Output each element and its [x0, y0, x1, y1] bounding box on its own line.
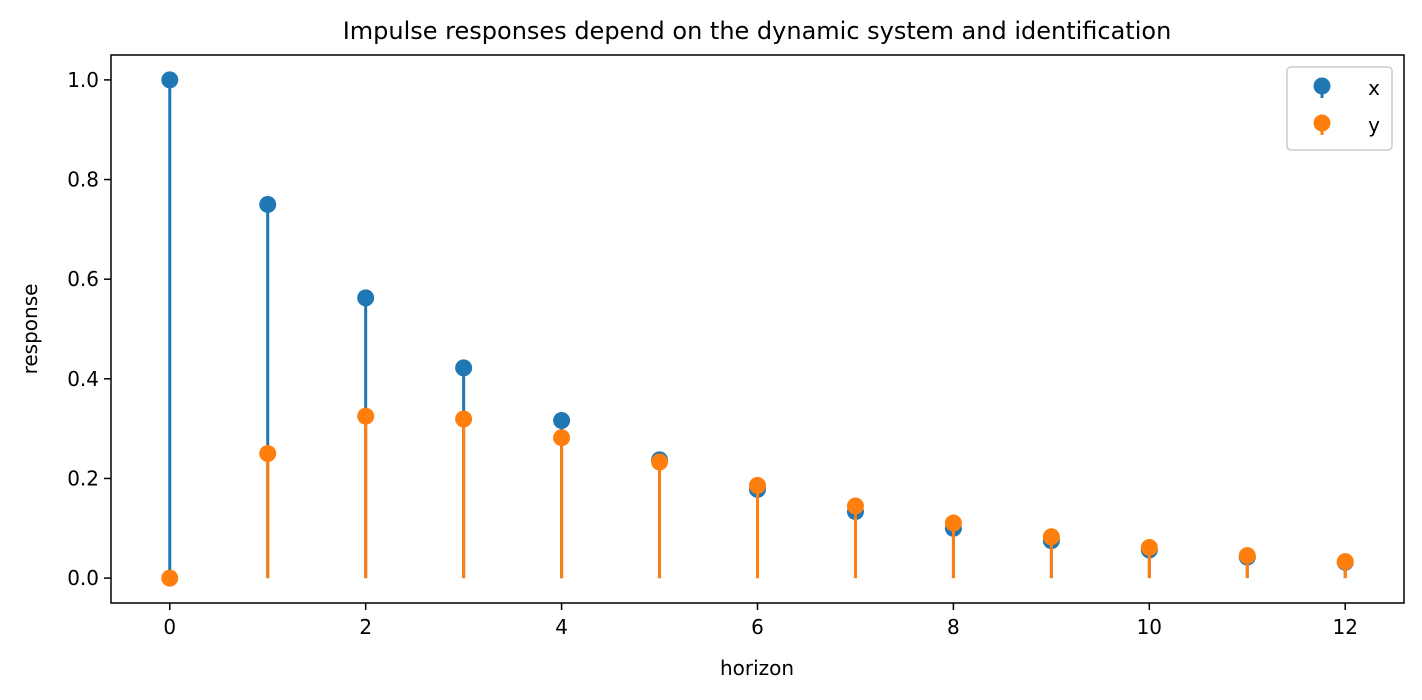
- legend-marker-x: [1313, 77, 1331, 95]
- y-tick-label-0.4: 0.4: [67, 367, 99, 391]
- axis-ticks: 0 2 4 6 8 10 12 0.0 0.2 0.4 0.6 0.8 1.0: [67, 68, 1358, 639]
- legend-box: [1286, 66, 1393, 151]
- point-y-9: [1042, 528, 1060, 546]
- point-y-0: [161, 569, 179, 587]
- plot-area: [161, 71, 1354, 587]
- point-x-0: [161, 71, 179, 89]
- point-y-2: [357, 407, 375, 425]
- y-tick-label-0.2: 0.2: [67, 466, 99, 490]
- y-tick-label-0.6: 0.6: [67, 267, 99, 291]
- point-y-1: [259, 445, 277, 463]
- y-axis-title: response: [18, 284, 42, 375]
- legend-entry-y: y: [1313, 113, 1380, 137]
- x-tick-label-10: 10: [1137, 615, 1162, 639]
- chart-title: Impulse responses depend on the dynamic …: [343, 17, 1172, 45]
- point-y-11: [1238, 547, 1256, 565]
- point-y-10: [1140, 538, 1158, 556]
- x-tick-label-12: 12: [1333, 615, 1358, 639]
- legend-entry-x: x: [1313, 76, 1380, 100]
- point-x-2: [357, 289, 375, 307]
- x-tick-label-8: 8: [947, 615, 960, 639]
- series-y: [161, 407, 1354, 587]
- point-y-5: [651, 453, 669, 471]
- legend-label-x: x: [1368, 76, 1380, 100]
- x-tick-label-0: 0: [163, 615, 176, 639]
- legend-marker-y: [1313, 114, 1331, 132]
- x-tick-label-4: 4: [555, 615, 568, 639]
- point-y-3: [455, 410, 473, 428]
- y-tick-label-1.0: 1.0: [67, 68, 99, 92]
- y-tick-label-0.0: 0.0: [67, 566, 99, 590]
- point-x-1: [259, 195, 277, 213]
- x-tick-label-2: 2: [359, 615, 372, 639]
- point-y-12: [1336, 553, 1354, 571]
- point-x-4: [553, 411, 571, 429]
- y-tick-label-0.8: 0.8: [67, 168, 99, 192]
- legend: xy: [1286, 66, 1393, 151]
- point-y-8: [944, 514, 962, 532]
- x-axis-title: horizon: [720, 656, 794, 680]
- legend-entries: xy: [1313, 76, 1380, 137]
- legend-label-y: y: [1368, 113, 1380, 137]
- point-x-3: [455, 359, 473, 377]
- x-tick-label-6: 6: [751, 615, 764, 639]
- point-y-7: [846, 497, 864, 515]
- point-y-6: [749, 476, 766, 494]
- point-y-4: [553, 429, 571, 447]
